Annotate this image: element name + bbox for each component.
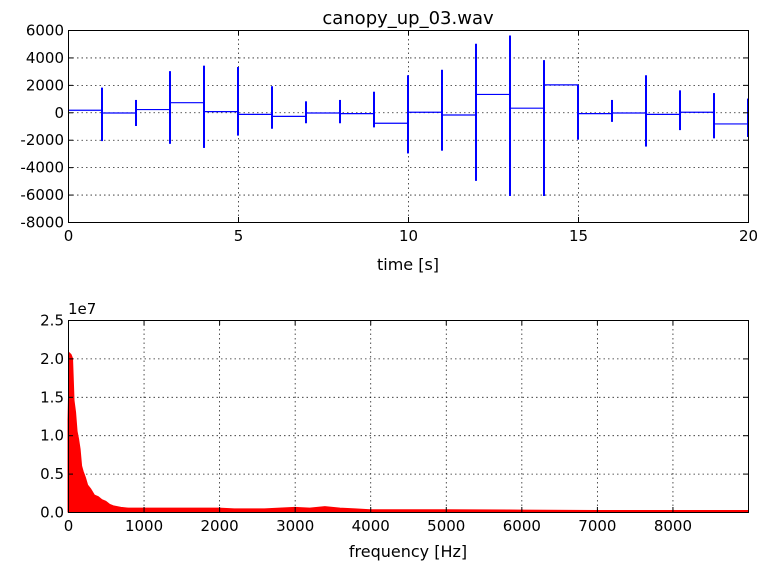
- spectrum-axes: 1e7 0 1000 2000 3000 4000 5000 6000 7000 8000 0.0…: [40, 300, 749, 561]
- y-tick-label: 2.5: [40, 312, 64, 330]
- y-tick-label: 0.5: [40, 465, 64, 483]
- spectrum-grid: [68, 320, 748, 512]
- x-tick-label: 0: [64, 227, 74, 245]
- x-tick-label: 7000: [578, 517, 616, 535]
- y-tick-label: 0: [54, 104, 64, 122]
- x-tick-label: 4000: [352, 517, 390, 535]
- y-tick-label: 6000: [26, 22, 64, 40]
- waveform-ticks: 0 5 10 15 20 -8000 -6000 -4000 -2000 0 2000 4000 600…: [20, 22, 758, 246]
- y-tick-label: 2.0: [40, 350, 64, 368]
- y-tick-label: 1.5: [40, 388, 64, 406]
- x-tick-label: 20: [739, 227, 758, 245]
- waveform-title: canopy_up_03.wav: [322, 8, 494, 29]
- y-tick-label: -2000: [20, 131, 64, 149]
- y-tick-label: 0.0: [40, 504, 64, 522]
- y-tick-label: -8000: [20, 214, 64, 232]
- x-tick-label: 5: [234, 227, 244, 245]
- y-tick-label: -6000: [20, 186, 64, 204]
- y-tick-label: -4000: [20, 159, 64, 177]
- spectrum-area: [67, 351, 749, 513]
- x-tick-label: 3000: [276, 517, 314, 535]
- y-tick-label: 1.0: [40, 427, 64, 445]
- x-tick-label: 15: [569, 227, 588, 245]
- waveform-axes: canopy_up_03.wav 0 5 10 15 20 -8000 -6000 -4000…: [20, 8, 758, 274]
- x-tick-label: 6000: [503, 517, 541, 535]
- spectrum-frame: [68, 320, 749, 513]
- waveform-xlabel: time [s]: [377, 255, 439, 274]
- spectrum-series: [67, 351, 749, 513]
- y-tick-label: 2000: [26, 76, 64, 94]
- waveform-series: [68, 35, 749, 196]
- spectrum-xlabel: frequency [Hz]: [349, 542, 467, 561]
- x-tick-label: 1000: [125, 517, 163, 535]
- x-tick-label: 2000: [201, 517, 239, 535]
- x-tick-label: 0: [64, 517, 74, 535]
- x-tick-label: 8000: [654, 517, 692, 535]
- spectrum-ticks: 0 1000 2000 3000 4000 5000 6000 7000 8000 0.0 0.5 1…: [40, 312, 748, 535]
- spectrum-offset-text: 1e7: [68, 300, 96, 318]
- y-tick-label: 4000: [26, 49, 64, 67]
- x-tick-label: 10: [399, 227, 418, 245]
- x-tick-label: 5000: [427, 517, 465, 535]
